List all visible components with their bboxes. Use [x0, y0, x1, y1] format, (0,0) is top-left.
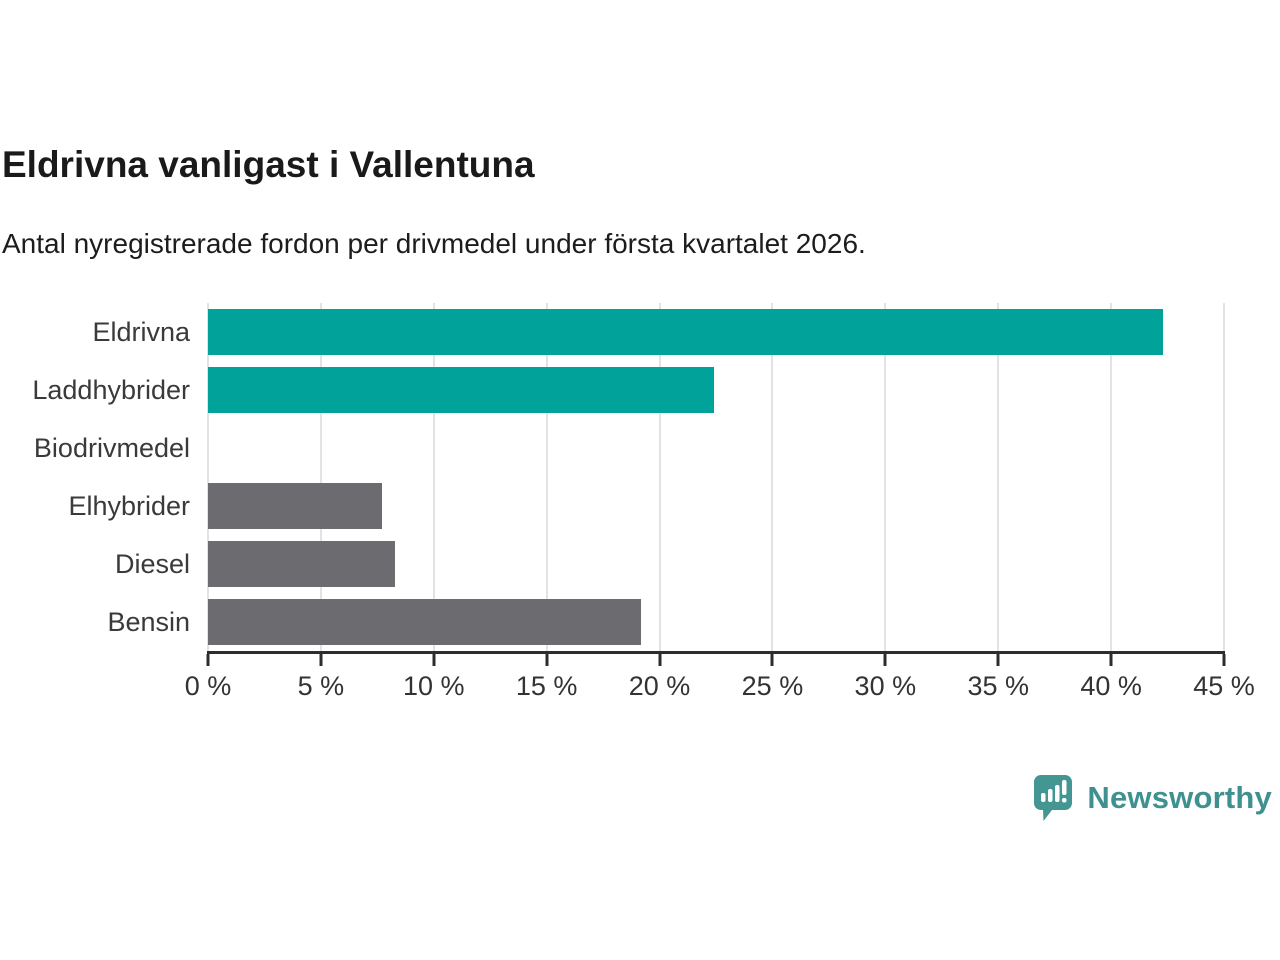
gridline	[771, 303, 774, 651]
x-tick-label: 5 %	[297, 671, 345, 701]
gridline	[997, 303, 1000, 651]
x-tick-mark	[1109, 654, 1113, 666]
bar	[208, 483, 382, 529]
bar-track	[208, 309, 1224, 355]
x-tick-label: 0 %	[184, 671, 232, 701]
x-tick-mark	[206, 654, 210, 666]
bar-track	[208, 425, 1224, 471]
category-label: Laddhybrider	[32, 374, 190, 405]
x-tick-label: 40 %	[1080, 671, 1142, 701]
bar-rows: Eldrivna Laddhybrider Biodrivmedel Elhybrid…	[0, 303, 1224, 651]
bar-row: Bensin	[0, 593, 1224, 651]
bar-track	[208, 541, 1224, 587]
bar-track	[208, 483, 1224, 529]
category-label: Bensin	[107, 606, 190, 637]
x-axis: 0 % 5 % 10 % 15 % 20 % 25 % 30 % 35 % 40 % 45 %	[185, 651, 1255, 711]
x-tick-label: 15 %	[515, 671, 578, 701]
x-tick-label: 10 %	[402, 671, 465, 701]
brand-name: Newsworthy	[1087, 780, 1272, 815]
bar-row: Diesel	[0, 535, 1224, 593]
x-tick-mark	[770, 654, 774, 666]
gridline	[432, 303, 435, 651]
x-tick-mark	[319, 654, 323, 666]
bar-row: Laddhybrider	[0, 361, 1224, 419]
category-label: Biodrivmedel	[33, 432, 190, 463]
x-tick-mark	[883, 654, 887, 666]
x-tick-mark	[996, 654, 1000, 666]
gridline	[545, 303, 548, 651]
bar	[208, 367, 714, 413]
gridline	[207, 303, 209, 651]
gridlines	[207, 303, 1225, 651]
gridline	[1223, 303, 1225, 651]
x-tick-label: 25 %	[741, 671, 804, 701]
bar-row: Elhybrider	[0, 477, 1224, 535]
gridline	[884, 303, 887, 651]
x-tick-label: 35 %	[967, 671, 1029, 701]
chart-title: Eldrivna vanligast i Vallentuna	[2, 144, 535, 185]
x-tick-mark	[432, 654, 436, 666]
newsworthy-logo-icon	[1032, 773, 1073, 823]
bar	[208, 309, 1164, 355]
chart-subtitle: Antal nyregistrerade fordon per drivmede…	[2, 228, 866, 259]
bar-track	[208, 599, 1224, 645]
x-tick-mark	[545, 654, 549, 666]
category-label: Eldrivna	[92, 316, 190, 347]
x-tick-mark	[658, 654, 662, 666]
category-label: Diesel	[114, 548, 190, 579]
x-tick-label: 20 %	[628, 671, 691, 701]
bar	[208, 541, 396, 587]
category-label: Elhybrider	[68, 490, 190, 521]
x-axis-line	[207, 651, 1225, 654]
bar-row: Biodrivmedel	[0, 419, 1224, 477]
gridline	[1110, 303, 1113, 651]
gridline	[319, 303, 322, 651]
bar-track	[208, 367, 1224, 413]
bar-row: Eldrivna	[0, 303, 1224, 361]
brand-lockup: Newsworthy	[1032, 773, 1272, 823]
x-tick-mark	[1222, 654, 1226, 666]
x-tick-label: 45 %	[1193, 671, 1255, 701]
x-tick-label: 30 %	[854, 671, 917, 701]
gridline	[658, 303, 661, 651]
bar	[208, 599, 642, 645]
